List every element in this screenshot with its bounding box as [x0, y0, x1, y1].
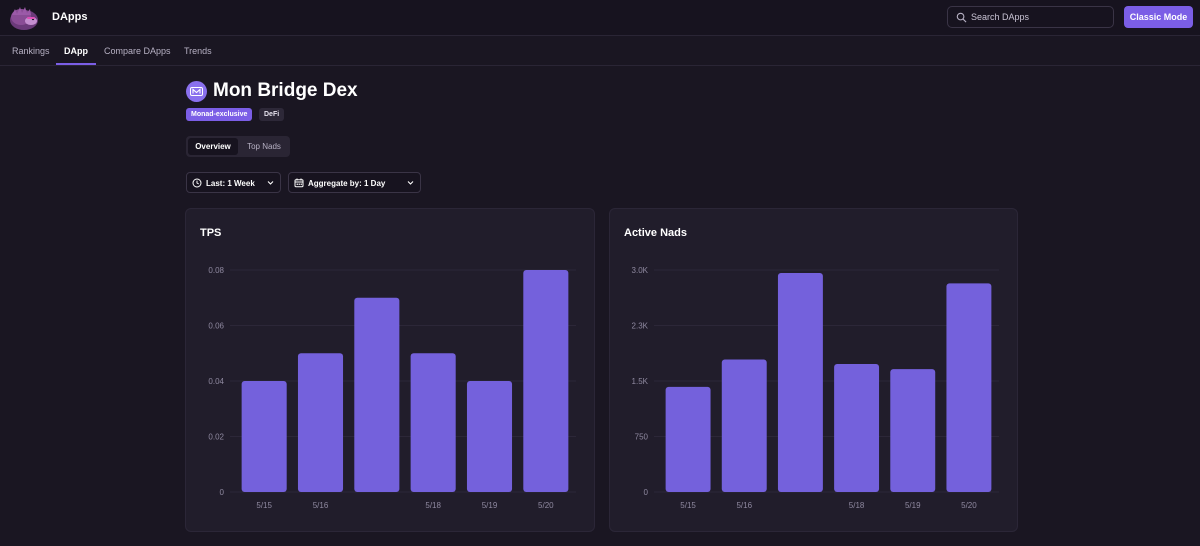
active-nads-bar[interactable] — [946, 283, 992, 492]
aggregate-label: Aggregate by: 1 Day — [308, 179, 386, 188]
calendar-icon — [294, 178, 304, 188]
hedgehog-logo-icon[interactable] — [9, 5, 39, 31]
active-nads-chart-card: Active Nads 0 750 1.5K 2.3K 3.0K 5/15 5/16 5/18… — [609, 208, 1018, 532]
tps-y-tick-label: 0.08 — [208, 266, 224, 275]
active-nads-y-tick-label: 0 — [644, 488, 649, 497]
aggregate-dropdown[interactable]: Aggregate by: 1 Day — [288, 172, 421, 193]
view-tabs: Overview Top Nads — [186, 136, 290, 157]
tps-y-tick-label: 0.06 — [208, 322, 224, 331]
page-title: Mon Bridge Dex — [213, 80, 358, 101]
tps-bar[interactable] — [410, 353, 456, 492]
nav-item-dapp[interactable]: DApp — [56, 37, 96, 65]
tps-bar[interactable] — [297, 353, 344, 492]
tps-bar[interactable] — [241, 381, 287, 492]
tps-y-tick-label: 0.02 — [208, 433, 224, 442]
tab-overview[interactable]: Overview — [188, 138, 238, 155]
tps-x-tick-label: 5/16 — [313, 501, 329, 510]
active-nads-bar[interactable] — [665, 386, 711, 492]
top-bar: DApps Classic Mode — [0, 0, 1200, 36]
tab-top-nads[interactable]: Top Nads — [247, 142, 281, 151]
active-nads-x-tick-label: 5/20 — [961, 501, 977, 510]
tps-chart-title: TPS — [200, 227, 222, 239]
active-nads-y-tick-label: 2.3K — [632, 322, 649, 331]
active-nads-bar[interactable] — [834, 363, 880, 492]
clock-icon — [192, 178, 202, 188]
chevron-down-icon — [407, 181, 414, 185]
search-input[interactable] — [971, 9, 1109, 25]
tps-bar-chart: 0 0.02 0.04 0.06 0.08 5/15 5/16 5/18 5/19 5/20 — [208, 266, 576, 510]
tps-x-tick-label: 5/20 — [538, 501, 554, 510]
nav-item-rankings[interactable]: Rankings — [12, 46, 50, 56]
active-nads-x-tick-label: 5/19 — [905, 501, 921, 510]
tps-y-tick-label: 0 — [220, 488, 225, 497]
time-range-label: Last: 1 Week — [206, 179, 255, 188]
main-nav: Rankings DApp Compare DApps Trends — [0, 37, 1200, 66]
nav-item-compare-dapps[interactable]: Compare DApps — [104, 46, 171, 56]
active-nads-chart-title: Active Nads — [624, 227, 687, 239]
active-nads-bar[interactable] — [890, 369, 936, 492]
tps-bar[interactable] — [354, 297, 400, 492]
time-range-dropdown[interactable]: Last: 1 Week — [186, 172, 281, 193]
active-nads-bar[interactable] — [777, 272, 823, 492]
monad-mark-icon — [190, 87, 203, 96]
tps-x-tick-label: 5/18 — [425, 501, 441, 510]
active-nads-bar-chart: 0 750 1.5K 2.3K 3.0K 5/15 5/16 5/18 5/19 5/20 — [632, 266, 999, 510]
app-title: DApps — [52, 11, 88, 23]
search-box[interactable] — [947, 6, 1114, 28]
nav-item-trends[interactable]: Trends — [184, 46, 212, 56]
search-icon — [956, 12, 967, 23]
active-nads-x-tick-label: 5/15 — [680, 501, 696, 510]
tps-bar[interactable] — [523, 270, 569, 492]
active-nads-y-tick-label: 750 — [635, 433, 649, 442]
active-nads-x-tick-label: 5/16 — [736, 501, 752, 510]
active-nads-x-tick-label: 5/18 — [849, 501, 865, 510]
tps-y-tick-label: 0.04 — [208, 377, 224, 386]
tps-x-tick-label: 5/19 — [482, 501, 498, 510]
tps-x-tick-label: 5/15 — [256, 501, 272, 510]
active-nads-bar[interactable] — [721, 359, 767, 492]
active-nads-y-tick-label: 3.0K — [632, 266, 649, 275]
tag-defi: DeFi — [259, 108, 285, 121]
dapp-logo-icon — [186, 81, 207, 102]
tag-monad-exclusive: Monad-exclusive — [186, 108, 253, 121]
classic-mode-button[interactable]: Classic Mode — [1124, 6, 1193, 28]
chevron-down-icon — [267, 181, 274, 185]
active-nads-y-tick-label: 1.5K — [632, 377, 649, 386]
tps-bar[interactable] — [466, 381, 513, 492]
tps-chart-card: TPS 0 0.02 0.04 0.06 0.08 5/15 5/16 5/18 5/19 5/2… — [185, 208, 595, 532]
